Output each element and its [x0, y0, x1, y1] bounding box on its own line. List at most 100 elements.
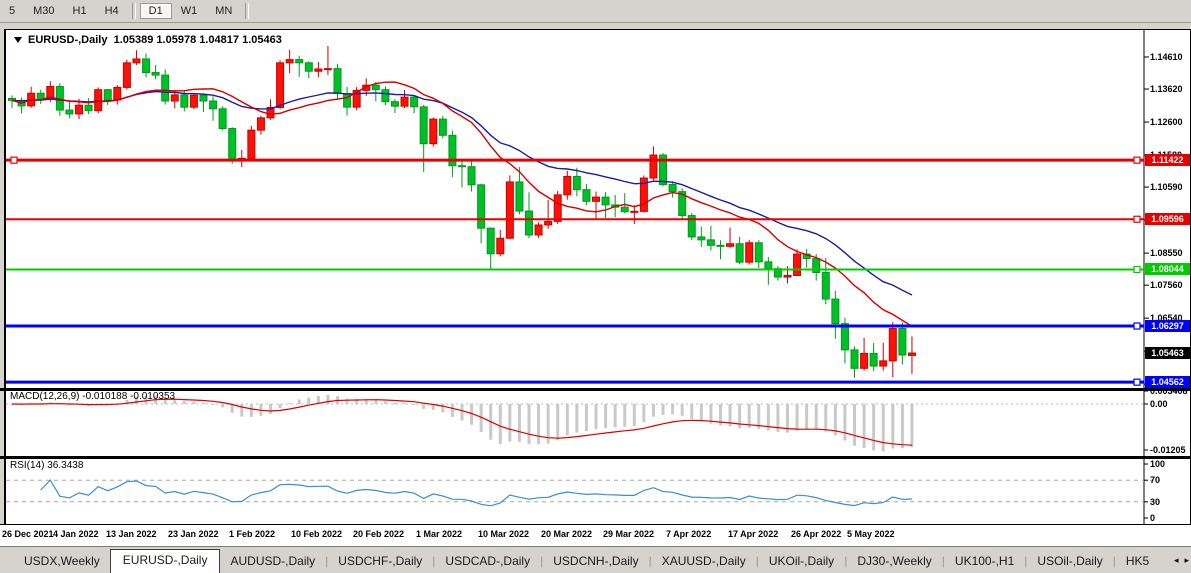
- macd-histogram-bar: [757, 404, 761, 430]
- macd-histogram-bar: [671, 404, 675, 415]
- candle-body: [218, 108, 227, 130]
- macd-histogram-bar: [623, 404, 627, 427]
- macd-histogram-bar: [316, 395, 320, 404]
- candle-body: [706, 239, 715, 246]
- macd-histogram-bar: [690, 404, 694, 419]
- rsi-axis-0: 0: [1150, 513, 1156, 523]
- tab-ukoil-daily[interactable]: UKOil-,Daily: [768, 554, 835, 568]
- macd-histogram-bar: [192, 401, 196, 404]
- candle-body: [180, 94, 189, 108]
- hline-handle[interactable]: [10, 156, 18, 164]
- candle-body: [888, 328, 897, 362]
- candle-body: [390, 101, 399, 107]
- candle-body: [410, 96, 419, 108]
- chevron-down-icon[interactable]: [14, 37, 22, 43]
- date-label: 23 Jan 2022: [168, 529, 219, 539]
- tab-usdx-weekly[interactable]: USDX,Weekly: [24, 554, 100, 568]
- macd-signal-line: [11, 398, 913, 446]
- date-label: 4 Jan 2022: [53, 529, 99, 539]
- candle-body: [75, 104, 84, 115]
- timeframe-button-h1[interactable]: H1: [72, 5, 87, 17]
- hline-handle[interactable]: [1133, 156, 1141, 164]
- price-tick-1.13620: 1.13620: [1150, 84, 1183, 95]
- macd-histogram-bar: [221, 404, 225, 408]
- tab-separator: |: [432, 554, 436, 568]
- macd-histogram-bar: [613, 404, 617, 428]
- price-badge-1.06297: 1.06297: [1145, 320, 1190, 333]
- candle-body: [256, 117, 265, 131]
- date-label: 29 Mar 2022: [603, 529, 655, 539]
- macd-histogram-bar: [747, 404, 751, 428]
- timeframe-button-w1[interactable]: W1: [180, 5, 198, 17]
- tab-usdcnh-daily[interactable]: USDCNH-,Daily: [553, 554, 639, 568]
- macd-histogram-bar: [814, 404, 818, 430]
- candle-body: [754, 242, 763, 263]
- hline-handle[interactable]: [1133, 215, 1141, 223]
- chart-canvas[interactable]: [0, 29, 1191, 525]
- macd-histogram-bar: [891, 404, 895, 449]
- candle-body: [333, 68, 342, 95]
- tab-hk5[interactable]: HK5: [1125, 554, 1150, 568]
- candle-body: [793, 253, 802, 276]
- price-tick-1.12600: 1.12600: [1150, 117, 1183, 128]
- candle-body: [381, 89, 390, 103]
- timeframe-button-m30[interactable]: M30: [33, 5, 55, 17]
- candle-body: [850, 349, 859, 369]
- macd-histogram-bar: [201, 402, 205, 404]
- tab-xauusd-daily[interactable]: XAUUSD-,Daily: [661, 554, 746, 568]
- hline-handle[interactable]: [1133, 265, 1141, 274]
- macd-histogram-bar: [795, 404, 799, 431]
- price-badge-1.11422: 1.11422: [1145, 154, 1190, 167]
- macd-histogram-bar: [843, 404, 847, 441]
- price-tick-1.07560: 1.07560: [1150, 280, 1183, 291]
- tab-usoil-daily[interactable]: USOil-,Daily: [1037, 554, 1103, 568]
- macd-histogram-bar: [441, 404, 445, 413]
- timeframe-button-h4[interactable]: H4: [104, 5, 119, 17]
- macd-histogram-bar: [766, 404, 770, 431]
- candle-body: [582, 189, 591, 202]
- candle-body: [783, 274, 792, 278]
- tab-audusd-daily[interactable]: AUDUSD-,Daily: [230, 554, 316, 568]
- macd-histogram-bar: [460, 404, 464, 421]
- tab-scroll-right-icon[interactable]: ▸: [1184, 555, 1189, 565]
- macd-histogram-bar: [642, 404, 646, 423]
- tab-uk100-h1[interactable]: UK100-,H1: [954, 554, 1015, 568]
- candle-body: [352, 89, 361, 108]
- candle-body: [639, 177, 648, 212]
- tab-dj30-weekly[interactable]: DJ30-,Weekly: [857, 554, 932, 568]
- price-badge-1.09596: 1.09596: [1145, 213, 1190, 226]
- candle-body: [199, 94, 208, 102]
- candle-body: [544, 220, 553, 226]
- macd-histogram-bar: [575, 404, 579, 433]
- toolbar-separator: [131, 3, 136, 19]
- hline-handle[interactable]: [1133, 322, 1141, 330]
- macd-axis-0.003408: 0.003408: [1150, 385, 1188, 396]
- macd-histogram-bar: [470, 404, 474, 425]
- price-tick-1.08550: 1.08550: [1150, 248, 1183, 259]
- candle-body: [678, 191, 687, 217]
- candle-body: [457, 165, 466, 168]
- macd-histogram-bar: [651, 404, 655, 417]
- price-tick-1.06540: 1.06540: [1150, 313, 1183, 324]
- tab-usdchf-daily[interactable]: USDCHF-,Daily: [338, 554, 423, 568]
- candle-body: [659, 154, 668, 186]
- ma-slow-line: [11, 90, 913, 296]
- date-label: 10 Feb 2022: [291, 529, 343, 539]
- hline-handle[interactable]: [1133, 378, 1141, 386]
- timeframe-button-mn[interactable]: MN: [215, 5, 233, 17]
- timeframe-button-d1[interactable]: D1: [139, 3, 172, 19]
- rsi-axis-100: 100: [1150, 459, 1166, 469]
- tab-usdcad-daily[interactable]: USDCAD-,Daily: [445, 554, 531, 568]
- candle-body: [879, 360, 888, 367]
- ma-fast-line: [11, 81, 913, 327]
- tab-scroll-left-icon[interactable]: ◂: [1173, 555, 1179, 565]
- tab-eurusd-daily[interactable]: EURUSD-,Daily: [109, 549, 221, 573]
- candle-body: [496, 237, 505, 255]
- candle-body: [84, 104, 93, 112]
- macd-histogram-bar: [134, 396, 138, 404]
- rsi-axis-70: 70: [1150, 475, 1161, 486]
- candle-body: [371, 84, 380, 91]
- price-tick-1.14610: 1.14610: [1150, 52, 1183, 62]
- timeframe-button-5[interactable]: 5: [9, 5, 16, 17]
- candle-body: [515, 181, 524, 212]
